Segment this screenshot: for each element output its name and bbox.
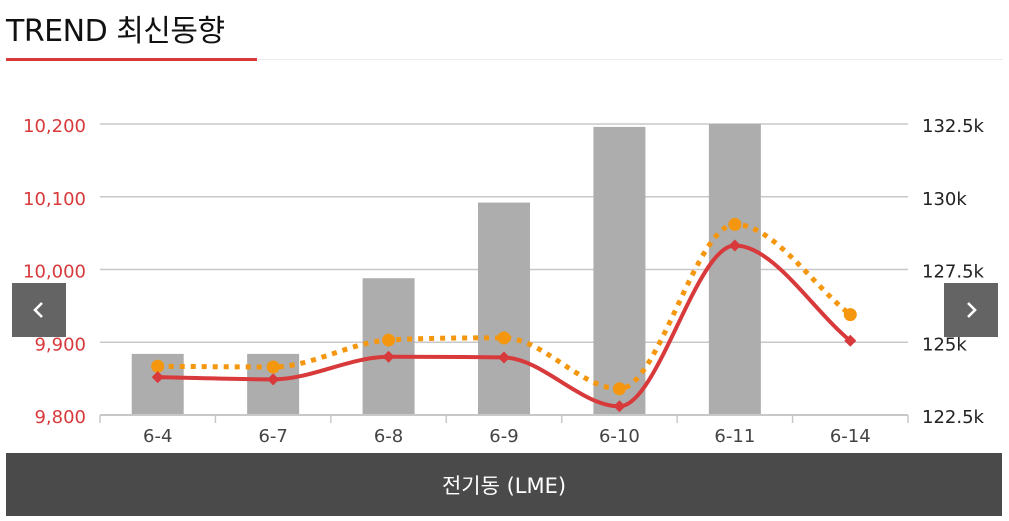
x-tick-label: 6-8 (374, 426, 403, 447)
circle-point (382, 334, 395, 347)
title-underline (6, 58, 257, 61)
x-tick-label: 6-10 (599, 426, 640, 447)
circle-point (151, 360, 164, 373)
page-title: TREND 최신동향 (6, 6, 225, 50)
chevron-right-icon (963, 301, 979, 319)
prev-button[interactable] (12, 283, 66, 337)
bar (478, 203, 530, 415)
x-tick-label: 6-4 (143, 426, 172, 447)
y-left-tick-label: 10,200 (23, 116, 86, 137)
circle-point (498, 331, 511, 344)
y-right-tick-label: 130k (922, 189, 967, 210)
circle-point (267, 360, 280, 373)
circle-point (728, 218, 741, 231)
bar (363, 278, 415, 415)
y-right-tick-label: 125k (922, 334, 967, 355)
footer-label: 전기동 (LME) (442, 470, 566, 500)
circle-point (613, 382, 626, 395)
x-tick-label: 6-11 (714, 426, 755, 447)
y-left-tick-label: 10,100 (23, 189, 86, 210)
x-tick-label: 6-14 (830, 426, 871, 447)
bar (593, 127, 645, 415)
next-button[interactable] (944, 283, 998, 337)
bar (709, 124, 761, 415)
y-right-tick-label: 127.5k (922, 262, 985, 283)
y-left-tick-label: 9,900 (34, 334, 86, 355)
y-left-tick-label: 9,800 (34, 407, 86, 428)
trend-chart: 9,800 122.5k 9,900 125k 10,000 127.5k 10,100 13… (0, 62, 1009, 453)
chevron-left-icon (31, 301, 47, 319)
circle-point (844, 308, 857, 321)
y-right-tick-label: 132.5k (922, 116, 985, 137)
chart-footer: 전기동 (LME) (6, 453, 1002, 516)
header-divider (257, 59, 1003, 60)
header: TREND 최신동향 (0, 0, 1009, 62)
x-tick-label: 6-7 (258, 426, 287, 447)
y-right-tick-label: 122.5k (922, 407, 985, 428)
x-tick-label: 6-9 (489, 426, 518, 447)
y-left-tick-label: 10,000 (23, 262, 86, 283)
